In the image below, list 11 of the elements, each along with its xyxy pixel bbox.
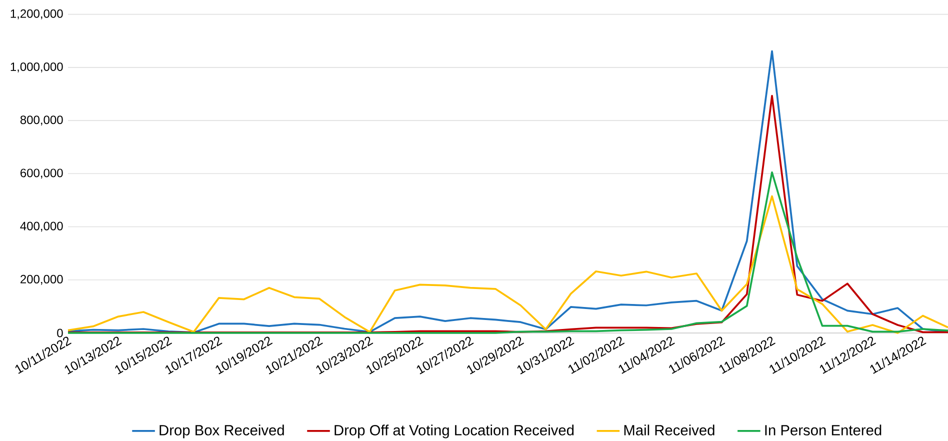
y-tick-label: 800,000 bbox=[20, 116, 63, 126]
y-tick-label: 1,000,000 bbox=[10, 62, 63, 72]
y-tick-label: 1,200,000 bbox=[10, 9, 63, 20]
y-tick-label: 0 bbox=[57, 328, 63, 338]
legend-label: Mail Received bbox=[624, 424, 714, 436]
legend-label: Drop Off at Voting Location Received bbox=[334, 424, 574, 438]
y-tick-label: 600,000 bbox=[20, 168, 63, 179]
y-tick-label: 400,000 bbox=[20, 222, 63, 232]
legend-label: In Person Entered bbox=[765, 424, 882, 436]
legend-label: Drop Box Received bbox=[160, 424, 284, 438]
y-tick-label: 200,000 bbox=[20, 274, 63, 285]
